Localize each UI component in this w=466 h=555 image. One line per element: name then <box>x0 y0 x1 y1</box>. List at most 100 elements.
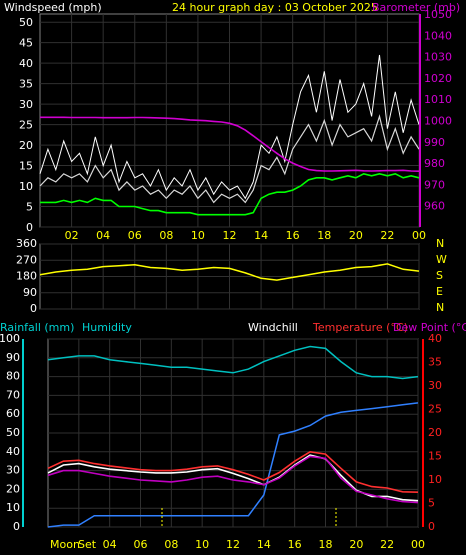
temperature-y-tick: 15 <box>428 450 442 463</box>
temperature-line <box>47 450 419 493</box>
temperature-x-tick: 18 <box>319 538 333 551</box>
rainfall-y-tick: 70 <box>6 388 20 401</box>
wind-axis-label: Windspeed (mph) <box>4 1 102 14</box>
temperature-grid <box>48 338 419 528</box>
wind-grid <box>40 14 420 228</box>
compass-w-label: W <box>436 253 447 266</box>
humidity-line <box>47 345 419 380</box>
temperature-x-tick: 20 <box>349 538 363 551</box>
wind-x-ticks: 02 04 06 08 10 12 14 16 18 20 22 00 <box>65 229 426 242</box>
barometer-y-tick: 980 <box>424 157 445 170</box>
wind-x-tick: 22 <box>380 229 394 242</box>
wind-y-tick: 35 <box>19 78 33 91</box>
barometer-y-tick: 1040 <box>424 29 452 42</box>
wind-y-tick: 20 <box>19 139 33 152</box>
wind-y-tick: 45 <box>19 37 33 50</box>
direction-y-tick: 0 <box>30 302 37 315</box>
gust-line <box>39 54 420 200</box>
temperature-y-tick: 10 <box>428 473 442 486</box>
rainfall-axis-label: Rainfall (mm) <box>0 321 74 334</box>
rainfall-y-tick: 0 <box>13 520 20 533</box>
temperature-y-tick: 40 <box>428 332 442 345</box>
wind-axes: 0 5 10 15 20 25 30 35 40 45 50 960 970 980 990 1000 1010… <box>19 8 452 234</box>
rainfall-y-tick: 80 <box>6 370 20 383</box>
rainfall-y-tick: 40 <box>6 445 20 458</box>
barometer-y-tick: 960 <box>424 200 445 213</box>
wind-x-tick: 10 <box>191 229 205 242</box>
temperature-x-tick: 12 <box>226 538 240 551</box>
direction-y-tick: 360 <box>16 237 37 250</box>
wind-x-tick: 04 <box>96 229 110 242</box>
wind-y-tick: 10 <box>19 180 33 193</box>
chart-title: 24 hour graph day : 03 October 2025 <box>172 1 378 14</box>
direction-y-tick: 90 <box>23 286 37 299</box>
temperature-y-tick: 0 <box>428 520 435 533</box>
temperature-y-tick: 35 <box>428 356 442 369</box>
wind-x-tick: 16 <box>286 229 300 242</box>
temperature-x-tick: 00 <box>411 538 425 551</box>
temperature-series <box>47 345 419 528</box>
temperature-y-tick: 5 <box>428 497 435 510</box>
rainfall-y-tick: 20 <box>6 482 20 495</box>
moon-set-label: Set <box>78 538 97 551</box>
direction-grid <box>40 243 420 310</box>
wind-y-tick: 40 <box>19 57 33 70</box>
barometer-line <box>40 116 420 172</box>
temperature-x-ticks: 04 06 08 10 12 14 16 18 20 22 00 <box>103 538 425 551</box>
rainfall-y-tick: 10 <box>6 501 20 514</box>
temperature-x-tick: 06 <box>134 538 148 551</box>
temperature-x-tick: 08 <box>164 538 178 551</box>
dewpoint-line <box>47 455 419 504</box>
wind-speed-line <box>39 114 420 204</box>
temperature-x-tick: 14 <box>257 538 271 551</box>
temperature-x-tick: 04 <box>103 538 117 551</box>
barometer-y-tick: 970 <box>424 178 445 191</box>
temperature-x-tick: 10 <box>195 538 209 551</box>
dewpoint-label: Dew Point (°C) <box>393 321 466 334</box>
wind-y-tick: 30 <box>19 98 33 111</box>
compass-e-label: E <box>436 285 443 298</box>
barometer-y-tick: 990 <box>424 136 445 149</box>
direction-y-tick: 180 <box>16 270 37 283</box>
barometer-axis-label: Barometer (mb) <box>372 1 460 14</box>
barometer-y-tick: 1000 <box>424 115 452 128</box>
wind-series <box>39 54 420 216</box>
wind-x-tick: 02 <box>65 229 79 242</box>
wind-y-tick: 50 <box>19 16 33 29</box>
wind-x-tick: 20 <box>349 229 363 242</box>
compass-s-label: S <box>436 269 443 282</box>
direction-series <box>39 263 420 281</box>
temperature-x-tick: 22 <box>380 538 394 551</box>
rainfall-y-tick: 30 <box>6 464 20 477</box>
rainfall-line <box>47 402 419 528</box>
temperature-y-tick: 25 <box>428 403 442 416</box>
barometer-y-tick: 1050 <box>424 8 452 21</box>
temperature-x-tick: 16 <box>288 538 302 551</box>
direction-axes: 0 90 180 270 360 <box>16 237 37 315</box>
barometer-y-tick: 1020 <box>424 72 452 85</box>
average-wind-line <box>40 172 420 216</box>
rainfall-y-tick: 50 <box>6 426 20 439</box>
humidity-label: Humidity <box>82 321 132 334</box>
wind-x-tick: 00 <box>412 229 426 242</box>
wind-x-tick: 18 <box>317 229 331 242</box>
wind-y-tick: 5 <box>26 201 33 214</box>
wind-x-tick: 14 <box>254 229 268 242</box>
rainfall-y-tick: 100 <box>0 332 20 345</box>
temperature-label: Temperature (°C) <box>312 321 408 334</box>
wind-y-tick: 15 <box>19 160 33 173</box>
compass-n-label: N <box>436 237 444 250</box>
temperature-axes: 0 10 20 30 40 50 60 70 80 90 100 0 5 10 15 20 25 30 35 40 <box>0 332 442 533</box>
temperature-y-tick: 20 <box>428 426 442 439</box>
wind-x-tick: 08 <box>159 229 173 242</box>
wind-x-tick: 12 <box>223 229 237 242</box>
barometer-y-tick: 1030 <box>424 51 452 64</box>
wind-y-tick: 0 <box>26 221 33 234</box>
wind-y-tick: 25 <box>19 119 33 132</box>
temperature-y-tick: 30 <box>428 379 442 392</box>
rainfall-y-tick: 60 <box>6 407 20 420</box>
moon-label: Moon <box>50 538 80 551</box>
direction-line <box>39 263 420 281</box>
barometer-y-tick: 1010 <box>424 93 452 106</box>
